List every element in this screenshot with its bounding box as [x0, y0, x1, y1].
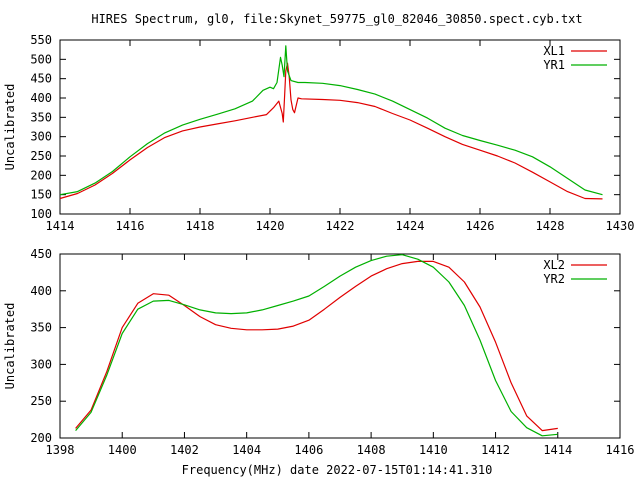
upper-legend-label-xl1: XL1: [543, 44, 565, 58]
upper-x-tick-label: 1430: [606, 219, 635, 233]
upper-x-tick-label: 1416: [116, 219, 145, 233]
upper-series-yr1-line: [59, 45, 603, 196]
lower-x-tick-label: 1408: [357, 443, 386, 457]
upper-x-tick-label: 1422: [326, 219, 355, 233]
upper-x-tick-label: 1428: [536, 219, 565, 233]
lower-panel: 1398 1400 1402 1404 1406 1408 1410 1412 1414 1416…: [3, 247, 634, 457]
lower-series-yr2-line: [75, 254, 558, 437]
upper-x-tick-label: 1418: [186, 219, 215, 233]
upper-y-tick-label: 500: [30, 52, 52, 66]
lower-x-tick-label: 1412: [481, 443, 510, 457]
lower-y-tick-label: 200: [30, 431, 52, 445]
upper-y-tick-label: 100: [30, 207, 52, 221]
lower-y-tick-label: 450: [30, 247, 52, 261]
lower-x-tick-label: 1404: [232, 443, 261, 457]
chart-title: HIRES Spectrum, gl0, file:Skynet_59775_g…: [91, 12, 582, 26]
lower-x-tick-label: 1414: [543, 443, 572, 457]
lower-x-tick-label: 1402: [170, 443, 199, 457]
upper-y-tick-label: 300: [30, 130, 52, 144]
upper-series-xl1-line: [59, 62, 603, 200]
lower-x-tick-label: 1398: [46, 443, 75, 457]
upper-plot-frame: [59, 39, 621, 215]
lower-x-tick-label: 1406: [294, 443, 323, 457]
upper-y-tick-label: 150: [30, 188, 52, 202]
lower-y-tick-label: 400: [30, 284, 52, 298]
lower-y-tick-label: 250: [30, 394, 52, 408]
upper-x-tick-label: 1420: [256, 219, 285, 233]
upper-y-tick-label: 250: [30, 149, 52, 163]
upper-legend-label-yr1: YR1: [543, 58, 565, 72]
upper-x-tick-label: 1414: [46, 219, 75, 233]
upper-y-tick-label: 450: [30, 72, 52, 86]
upper-y-tick-label: 400: [30, 91, 52, 105]
lower-legend-label-xl2: XL2: [543, 258, 565, 272]
lower-plot-frame: [59, 253, 621, 439]
lower-x-tick-label: 1400: [108, 443, 137, 457]
lower-series-xl2-line: [75, 260, 558, 432]
upper-y-axis-label: Uncalibrated: [3, 84, 17, 171]
x-axis-label: Frequency(MHz) date 2022-07-15T01:14:41.…: [182, 463, 493, 477]
upper-x-tick-label: 1424: [396, 219, 425, 233]
upper-y-tick-label: 550: [30, 33, 52, 47]
lower-y-tick-label: 300: [30, 357, 52, 371]
lower-x-tick-label: 1416: [606, 443, 635, 457]
lower-y-axis-label: Uncalibrated: [3, 303, 17, 390]
upper-panel: 1414 1416 1418 1420 1422 1424 1426 1428 1430 100 1…: [3, 33, 634, 233]
lower-x-tick-label: 1410: [419, 443, 448, 457]
upper-x-tick-label: 1426: [466, 219, 495, 233]
lower-legend-label-yr2: YR2: [543, 272, 565, 286]
upper-y-tick-label: 200: [30, 168, 52, 182]
upper-y-tick-label: 350: [30, 110, 52, 124]
lower-y-tick-label: 350: [30, 321, 52, 335]
